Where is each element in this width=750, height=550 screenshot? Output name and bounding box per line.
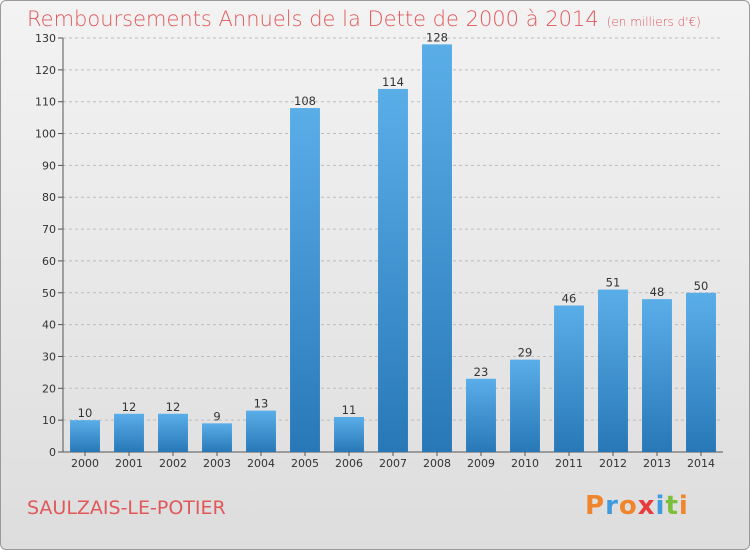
- bar-2013: [642, 299, 672, 452]
- data-label-2013: 48: [650, 285, 665, 299]
- y-tick-label-0: 0: [49, 446, 56, 459]
- logo-letter: x: [637, 491, 656, 521]
- x-tick-label-2005: 2005: [291, 457, 319, 470]
- x-tick-label-2003: 2003: [203, 457, 231, 470]
- x-tick-labels: 2000 2001 2002 2003 2004 2005 2006 2007 2008 2009…: [71, 457, 715, 470]
- logo-letter: i: [655, 491, 666, 521]
- bar-2001: [114, 413, 144, 452]
- y-tick-label-60: 60: [42, 255, 56, 268]
- x-tick-label-2004: 2004: [247, 457, 275, 470]
- x-tick-label-2012: 2012: [599, 457, 627, 470]
- data-label-2012: 51: [606, 276, 621, 290]
- bars: [70, 44, 716, 453]
- x-tick-label-2009: 2009: [467, 457, 495, 470]
- data-label-2009: 23: [474, 365, 489, 379]
- bar-2011: [554, 305, 584, 452]
- bar-2005: [290, 108, 320, 453]
- x-tick-label-2002: 2002: [159, 457, 187, 470]
- logo-letter: P: [585, 491, 606, 521]
- x-tick-label-2006: 2006: [335, 457, 363, 470]
- x-tick-label-2007: 2007: [379, 457, 407, 470]
- data-label-2007: 114: [382, 75, 404, 89]
- data-label-2010: 29: [518, 346, 533, 360]
- proxiti-logo: Proxiti: [585, 491, 689, 521]
- y-tick-label-90: 90: [42, 159, 56, 172]
- data-label-2002: 12: [166, 400, 181, 414]
- bar-2008: [422, 44, 452, 452]
- y-tick-label-80: 80: [42, 191, 56, 204]
- data-label-2004: 13: [254, 397, 269, 411]
- logo-letter: o: [618, 491, 638, 521]
- x-tick-label-2010: 2010: [511, 457, 539, 470]
- commune-name: SAULZAIS-LE-POTIER: [27, 497, 226, 519]
- data-label-2011: 46: [562, 292, 577, 306]
- bar-2009: [466, 378, 496, 452]
- y-tick-label-120: 120: [35, 64, 56, 77]
- bar-2006: [334, 416, 364, 452]
- data-label-2001: 12: [122, 400, 137, 414]
- logo-letter: t: [665, 491, 679, 521]
- bar-2007: [378, 88, 408, 452]
- bar-2010: [510, 359, 540, 452]
- chart-subtitle: (en milliers d'€): [606, 15, 701, 29]
- bar-2002: [158, 413, 188, 452]
- x-tick-label-2000: 2000: [71, 457, 99, 470]
- y-tick-label-110: 110: [35, 96, 56, 109]
- data-label-2003: 9: [213, 409, 220, 423]
- y-tick-label-100: 100: [35, 128, 56, 141]
- bar-2000: [70, 420, 100, 452]
- x-tick-label-2014: 2014: [687, 457, 715, 470]
- y-tick-label-50: 50: [42, 287, 56, 300]
- chart-title: Remboursements Annuels de la Dette de 20…: [27, 7, 701, 31]
- y-tick-label-10: 10: [42, 414, 56, 427]
- bar-2004: [246, 410, 276, 452]
- y-tick-label-20: 20: [42, 382, 56, 395]
- y-tick-label-70: 70: [42, 223, 56, 236]
- x-tick-label-2011: 2011: [555, 457, 583, 470]
- data-labels: 10 12 12 9 13 108 11 114 128 23 29 46 51 48 50: [78, 30, 709, 423]
- x-tick-label-2013: 2013: [643, 457, 671, 470]
- data-label-2014: 50: [694, 279, 709, 293]
- logo-letter: r: [605, 491, 619, 521]
- data-label-2000: 10: [78, 406, 93, 420]
- bar-2012: [598, 289, 628, 452]
- bar-2003: [202, 423, 232, 452]
- y-tick-label-30: 30: [42, 350, 56, 363]
- bar-2014: [686, 292, 716, 452]
- y-tick-label-130: 130: [35, 32, 56, 45]
- chart-title-text: Remboursements Annuels de la Dette de 20…: [27, 7, 599, 31]
- y-tick-labels: 0 10 20 30 40 50 60 70 80 90 100 110 120 130: [35, 32, 56, 459]
- logo-letter: i: [678, 491, 689, 521]
- x-tick-label-2001: 2001: [115, 457, 143, 470]
- data-label-2008: 128: [426, 30, 448, 44]
- data-label-2005: 108: [294, 94, 316, 108]
- x-tick-label-2008: 2008: [423, 457, 451, 470]
- y-tick-label-40: 40: [42, 319, 56, 332]
- data-label-2006: 11: [342, 403, 357, 417]
